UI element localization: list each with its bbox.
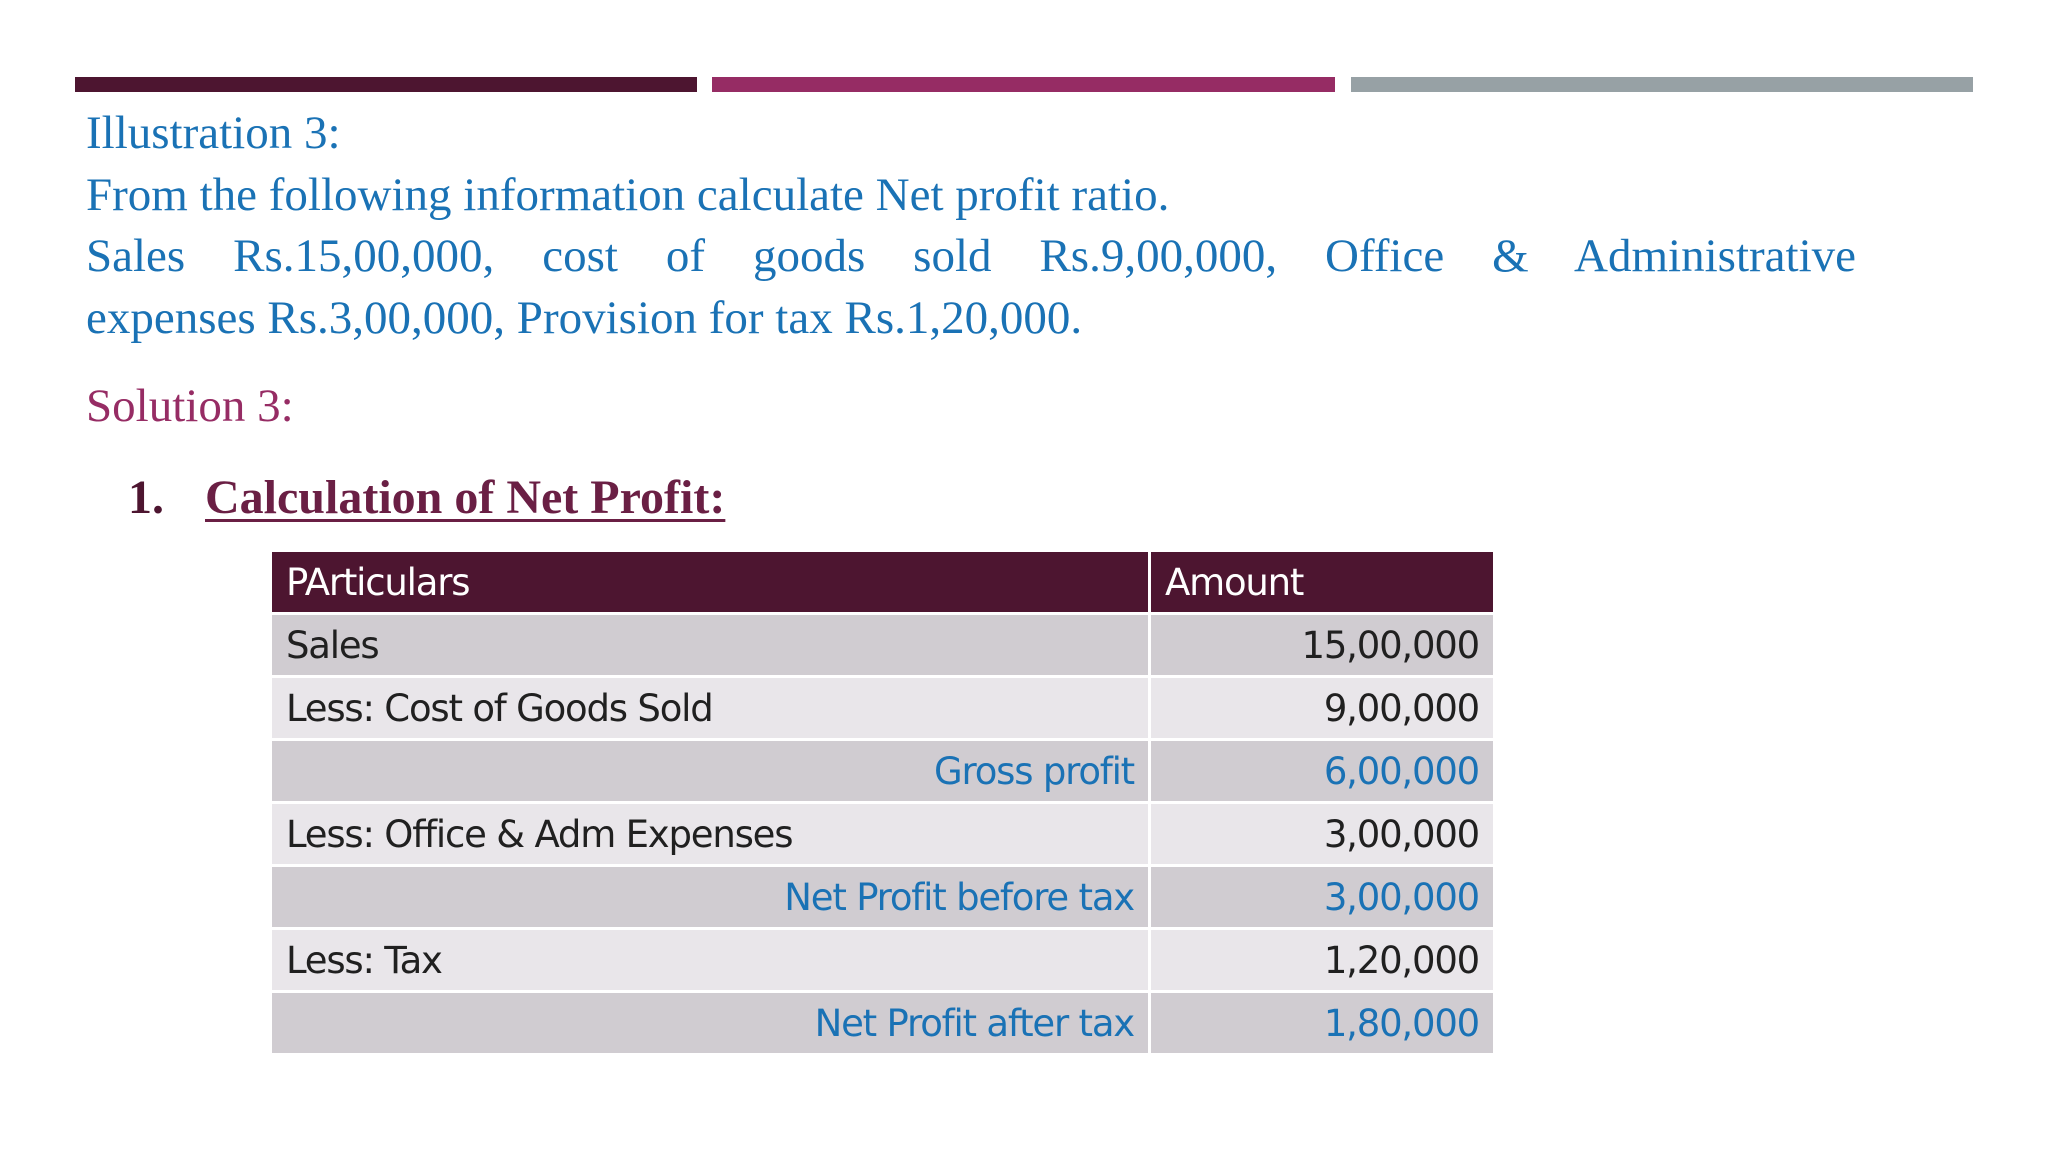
header-particulars: PArticulars: [269, 549, 1151, 615]
row-amount: 6,00,000: [1148, 738, 1496, 804]
table-row: Sales 15,00,000: [269, 612, 1496, 678]
row-amount: 3,00,000: [1148, 864, 1496, 930]
row-particular: Net Profit after tax: [269, 990, 1151, 1056]
header-amount: Amount: [1148, 549, 1496, 615]
row-amount: 9,00,000: [1148, 675, 1496, 741]
table-row: Less: Tax 1,20,000: [269, 927, 1496, 993]
row-particular: Less: Office & Adm Expenses: [269, 801, 1151, 867]
illustration-title: Illustration 3:: [86, 107, 341, 159]
table-row-subtotal: Gross profit 6,00,000: [269, 738, 1496, 804]
table-row: Less: Cost of Goods Sold 9,00,000: [269, 675, 1496, 741]
step-title: Calculation of Net Profit:: [205, 471, 726, 524]
calculation-heading: 1. Calculation of Net Profit:: [128, 468, 725, 528]
table-row-total: Net Profit after tax 1,80,000: [269, 990, 1496, 1056]
row-amount: 1,20,000: [1148, 927, 1496, 993]
row-particular: Less: Cost of Goods Sold: [269, 675, 1151, 741]
net-profit-table: PArticulars Amount Sales 15,00,000 Less:…: [269, 549, 1496, 1056]
solution-heading: Solution 3:: [86, 380, 294, 432]
accent-bar-dark: [75, 77, 697, 92]
row-amount: 15,00,000: [1148, 612, 1496, 678]
row-amount: 3,00,000: [1148, 801, 1496, 867]
accent-bar-gray: [1351, 77, 1973, 92]
row-amount: 1,80,000: [1148, 990, 1496, 1056]
table-row-subtotal: Net Profit before tax 3,00,000: [269, 864, 1496, 930]
row-particular: Net Profit before tax: [269, 864, 1151, 930]
question-prompt: From the following information calculate…: [86, 168, 1170, 221]
row-particular: Sales: [269, 612, 1151, 678]
table-header-row: PArticulars Amount: [269, 549, 1496, 615]
row-particular: Less: Tax: [269, 927, 1151, 993]
table-row: Less: Office & Adm Expenses 3,00,000: [269, 801, 1496, 867]
question-block: Illustration 3: From the following infor…: [86, 103, 1856, 349]
question-line-2: expenses Rs.3,00,000, Provision for tax …: [86, 291, 1083, 344]
accent-bar-magenta: [712, 77, 1335, 92]
step-number: 1.: [128, 471, 164, 524]
row-particular: Gross profit: [269, 738, 1151, 804]
question-line-1: Sales Rs.15,00,000, cost of goods sold R…: [86, 230, 1856, 282]
